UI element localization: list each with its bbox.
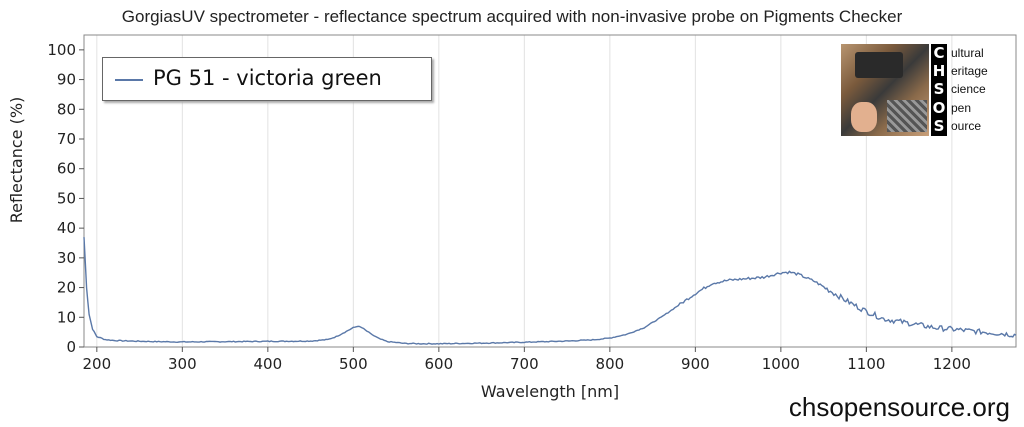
y-tick-label: 40	[57, 219, 76, 237]
logo-letter: O	[932, 98, 946, 117]
legend-label: PG 51 - victoria green	[153, 66, 382, 90]
chsos-logo: C H S O S ultural eritage cience pen our…	[841, 44, 995, 136]
logo-letter: H	[932, 62, 946, 81]
logo-letter: S	[933, 117, 945, 136]
x-tick-label: 200	[83, 355, 112, 373]
series-line-pg51	[83, 237, 1017, 345]
logo-word: eritage	[951, 64, 988, 79]
y-tick-label: 80	[57, 100, 76, 118]
x-tick-label: 1200	[933, 355, 971, 373]
chart-title: GorgiasUV spectrometer - reflectance spe…	[121, 7, 903, 26]
logo-letter: S	[933, 80, 945, 99]
plot-area-frame	[83, 34, 1017, 348]
y-tick-label: 20	[57, 279, 76, 297]
x-tick-label: 900	[681, 355, 710, 373]
logo-word: cience	[951, 82, 986, 97]
x-tick-label: 300	[168, 355, 197, 373]
logo-word: ultural	[951, 45, 984, 60]
x-tick-label: 1000	[762, 355, 800, 373]
y-axis-label: Reflectance (%)	[7, 97, 26, 224]
x-tick-label: 1100	[847, 355, 885, 373]
logo-words: ultural eritage cience pen ource	[951, 44, 988, 136]
logo-photo	[841, 44, 929, 136]
y-tick-label: 90	[57, 71, 76, 89]
y-tick-label: 0	[66, 338, 76, 356]
grid-lines	[96, 35, 953, 347]
axis-ticks: 200 300 400 500 600 700 800 900 1000 1100 1200 0 10 2…	[47, 41, 971, 373]
x-tick-label: 800	[596, 355, 625, 373]
x-tick-label: 500	[339, 355, 368, 373]
x-tick-label: 700	[510, 355, 539, 373]
x-tick-label: 600	[425, 355, 454, 373]
site-url: chsopensource.org	[788, 392, 1010, 422]
legend: PG 51 - victoria green	[102, 57, 432, 101]
logo-word: pen	[951, 100, 972, 115]
y-tick-label: 30	[57, 249, 76, 267]
logo-letter: C	[933, 43, 945, 62]
legend-swatch	[115, 79, 143, 81]
x-tick-label: 400	[254, 355, 283, 373]
y-tick-label: 70	[57, 130, 76, 148]
y-tick-label: 10	[57, 308, 76, 326]
logo-word: ource	[951, 119, 982, 134]
logo-letters: C H S O S	[931, 44, 947, 136]
y-tick-label: 100	[47, 41, 76, 59]
x-axis-label: Wavelength [nm]	[481, 382, 619, 401]
y-tick-label: 60	[57, 160, 76, 178]
y-tick-label: 50	[57, 189, 76, 207]
